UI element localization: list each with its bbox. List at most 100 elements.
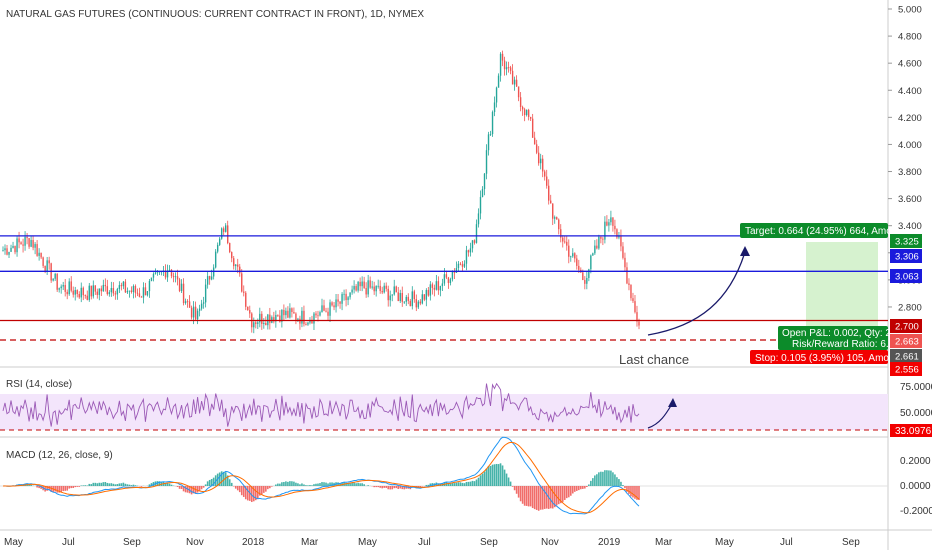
macd-histogram-bar xyxy=(489,465,492,486)
candle-body xyxy=(208,276,211,280)
macd-histogram-bar xyxy=(457,482,460,486)
macd-histogram-bar xyxy=(455,482,458,486)
candle-body xyxy=(2,250,4,252)
time-tick-label: May xyxy=(358,537,377,548)
candle-body xyxy=(477,213,480,225)
candle-body xyxy=(441,283,444,287)
open-pl-badge xyxy=(778,326,888,350)
macd-histogram-bar xyxy=(126,484,129,486)
candle-body xyxy=(463,263,466,267)
candle-body xyxy=(497,75,500,88)
rsi-badge xyxy=(890,424,932,437)
candle-body xyxy=(335,299,337,308)
candle-body xyxy=(618,235,620,238)
macd-histogram-bar xyxy=(28,484,30,486)
candle-body xyxy=(102,284,105,292)
macd-histogram-bar xyxy=(359,483,361,486)
macd-histogram-bar xyxy=(112,483,115,486)
candle-body xyxy=(56,273,58,290)
candle-body xyxy=(564,241,566,243)
macd-histogram-bar xyxy=(620,481,622,486)
candle-body xyxy=(574,253,576,259)
candle-body xyxy=(473,240,476,243)
rsi-label: RSI (14, close) xyxy=(6,379,72,390)
rsi-tick-50: 50.0000 xyxy=(900,408,932,419)
macd-histogram-bar xyxy=(551,486,554,509)
target-label: Target: 0.664 (24.95%) 664, Amou xyxy=(745,226,897,237)
candle-body xyxy=(401,293,403,302)
candle-body xyxy=(375,285,377,292)
macd-histogram-bar xyxy=(285,481,287,486)
macd-histogram-bar xyxy=(403,486,406,490)
candle-body xyxy=(305,324,307,325)
time-axis[interactable]: May Jul Sep Nov 2018 Mar May Jul Sep Nov 2019 Mar Ma… xyxy=(4,537,860,548)
candle-body xyxy=(403,301,405,303)
macd-histogram-bar xyxy=(148,484,151,486)
candle-body xyxy=(590,255,592,270)
price-badge-2.700 xyxy=(890,319,922,333)
candle-body xyxy=(130,290,133,292)
macd-histogram-bar xyxy=(525,486,528,506)
candle-body xyxy=(216,244,219,252)
macd-histogram-bar xyxy=(214,475,217,486)
macd-histogram-bar xyxy=(447,483,450,486)
macd-histogram-bar xyxy=(618,479,620,486)
candle-body xyxy=(64,285,66,292)
candle-body xyxy=(259,313,261,323)
candle-body xyxy=(82,287,84,296)
macd-histogram-bar xyxy=(565,486,568,499)
macd-histogram-bar xyxy=(580,486,582,490)
macd-histogram-bar xyxy=(461,482,464,486)
open-pl-label: Open P&L: 0.002, Qty: 23 xyxy=(782,328,897,339)
candle-body xyxy=(495,87,498,103)
candle-body xyxy=(323,305,325,311)
macd-histogram-bar xyxy=(297,483,299,486)
candle-body xyxy=(331,302,333,306)
price-axis[interactable]: 5.000 4.800 4.600 4.400 4.200 4.000 3.800 3.600… xyxy=(888,5,922,314)
price-tick-label: 4.600 xyxy=(898,59,922,70)
candle-body xyxy=(453,271,456,273)
candle-body xyxy=(134,285,137,293)
candle-body xyxy=(20,242,22,245)
candle-body xyxy=(554,217,556,219)
candle-body xyxy=(210,276,213,280)
candle-body xyxy=(341,294,343,304)
candle-body xyxy=(104,284,107,287)
candle-body xyxy=(616,229,618,238)
candle-body xyxy=(353,286,355,290)
candle-body xyxy=(560,229,562,238)
macd-histogram-bar xyxy=(467,481,470,486)
macd-histogram-bar xyxy=(130,485,133,486)
macd-histogram-bar xyxy=(295,482,297,486)
candle-body xyxy=(289,308,291,318)
candle-body xyxy=(511,70,514,85)
candle-body xyxy=(303,310,305,325)
candle-body xyxy=(624,257,626,268)
price-tick-label: 5.000 xyxy=(898,5,922,16)
macd-histogram-bar xyxy=(48,486,50,491)
candle-body xyxy=(146,291,149,296)
macd-histogram-bar xyxy=(401,486,404,490)
candle-body xyxy=(253,322,255,328)
candle-body xyxy=(379,285,381,291)
candle-body xyxy=(525,109,528,116)
time-tick-label: Jul xyxy=(418,537,431,548)
candle-body xyxy=(80,287,82,298)
macd-histogram-bar xyxy=(469,481,472,486)
macd-histogram-bar xyxy=(238,486,241,493)
macd-histogram-bar xyxy=(220,471,223,486)
macd-histogram-bar xyxy=(337,482,339,486)
candle-body xyxy=(481,189,484,197)
candle-body xyxy=(423,294,426,300)
macd-histogram-bar xyxy=(616,477,618,486)
candle-body xyxy=(467,250,470,253)
candle-body xyxy=(317,315,319,317)
candle-body xyxy=(86,295,88,300)
candle-body xyxy=(196,310,199,320)
macd-histogram-bar xyxy=(465,482,468,486)
macd-histogram-bar xyxy=(261,486,263,495)
macd-histogram-bar xyxy=(98,482,101,486)
candle-body xyxy=(277,314,279,316)
macd-histogram-bar xyxy=(533,486,536,510)
